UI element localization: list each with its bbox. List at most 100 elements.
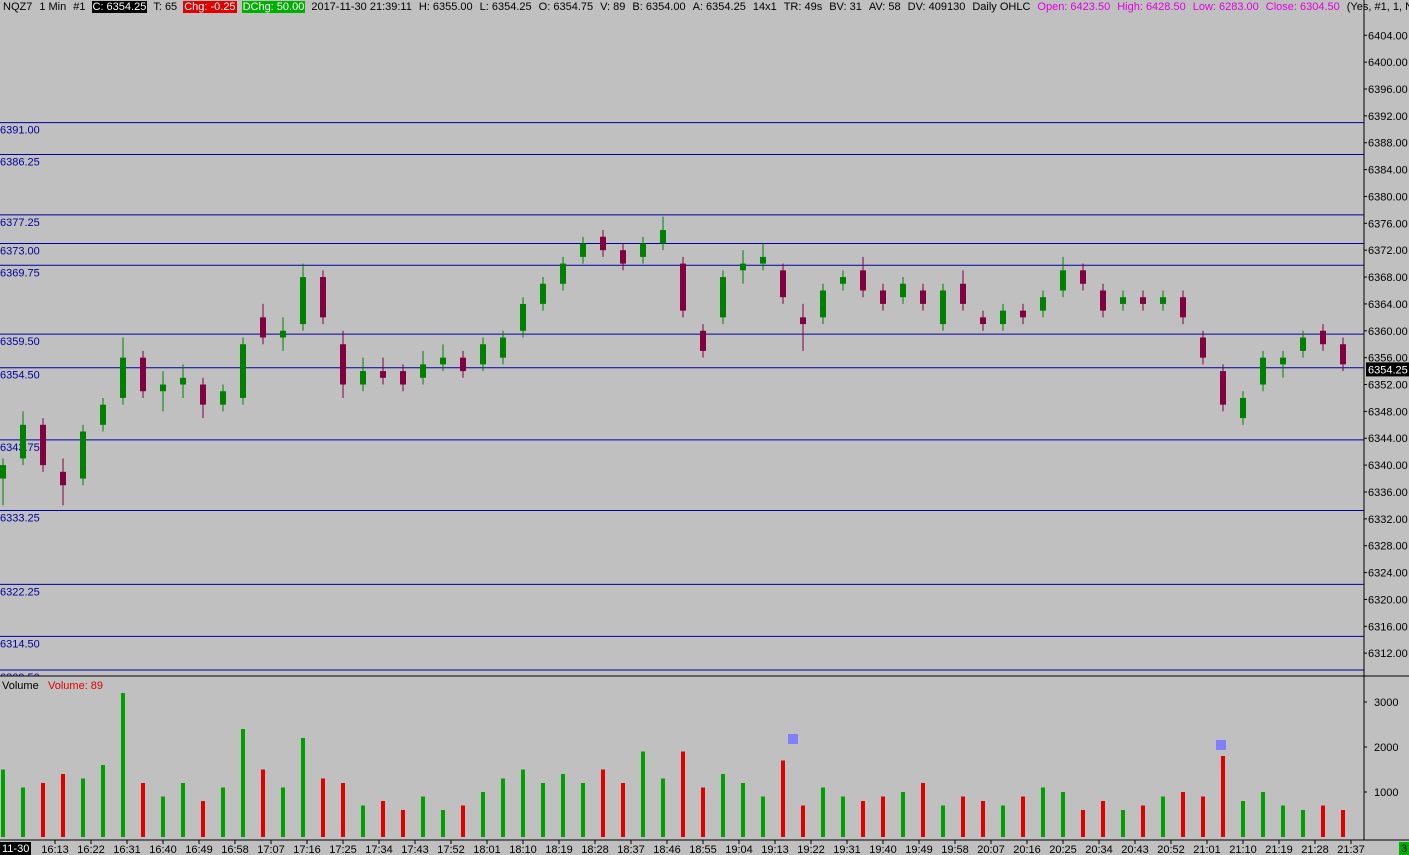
x-tick-label: 16:40: [149, 844, 177, 855]
candle-body: [540, 283, 546, 304]
volume-bar: [161, 796, 165, 837]
level-label: 6309.50: [0, 672, 40, 684]
volume-bar: [641, 751, 645, 837]
y-tick-label: 6312.00: [1368, 648, 1408, 660]
volume-bar: [901, 792, 905, 837]
volume-bar: [61, 774, 65, 837]
volume-bar: [1121, 810, 1125, 837]
volume-bar: [1161, 796, 1165, 837]
y-tick-label: 6372.00: [1368, 245, 1408, 257]
y-tick-label: 6392.00: [1368, 111, 1408, 123]
volume-bar: [241, 729, 245, 837]
candle-body: [1000, 310, 1006, 325]
y-tick-label: 6356.00: [1368, 353, 1408, 365]
field: 2017-11-30 21:39:11: [311, 1, 412, 13]
volume-bar: [1061, 792, 1065, 837]
candle-body: [660, 230, 666, 244]
level-label: 6343.75: [0, 442, 40, 454]
field: (Yes, #1, 1, N: [1346, 1, 1409, 13]
candle-body: [520, 303, 526, 331]
x-tick-label: 19:40: [869, 844, 897, 855]
x-tick-label: 21:10: [1229, 844, 1257, 855]
y-tick-label: 1000: [1374, 787, 1398, 799]
volume-bar: [881, 796, 885, 837]
candle-body: [880, 290, 886, 304]
status-label: 3: [1401, 843, 1407, 855]
volume-bar: [41, 783, 45, 837]
level-label: 6369.75: [0, 267, 40, 279]
candle-body: [220, 391, 226, 405]
candle-body: [400, 371, 406, 385]
candle-body: [160, 384, 166, 392]
y-tick-label: 6388.00: [1368, 138, 1408, 150]
y-tick-label: 6324.00: [1368, 568, 1408, 580]
x-tick-label: 19:31: [833, 844, 861, 855]
candle-body: [1240, 397, 1246, 419]
daily-field: Open: 6423.50: [1037, 1, 1111, 13]
volume-bar: [601, 769, 605, 837]
x-tick-label: 18:10: [509, 844, 537, 855]
change-field: Chg: -0.25: [183, 1, 237, 13]
x-tick-label: 20:07: [977, 844, 1005, 855]
volume-bar: [1041, 787, 1045, 837]
volume-bar: [181, 783, 185, 837]
volume-bar: [221, 787, 225, 837]
x-tick-label: 20:43: [1121, 844, 1149, 855]
x-tick-label: 19:22: [797, 844, 825, 855]
candle-body: [1080, 270, 1086, 284]
y-tick-label: 3000: [1374, 697, 1398, 709]
y-tick-label: 6404.00: [1368, 30, 1408, 42]
x-tick-label: 17:07: [257, 844, 285, 855]
field: H: 6355.00: [418, 1, 473, 13]
field: DV: 409130: [907, 1, 966, 13]
candle-body: [840, 277, 846, 284]
candle-body: [940, 290, 946, 325]
volume-bar: [961, 796, 965, 837]
candle-body: [1140, 297, 1146, 304]
volume-bar: [761, 796, 765, 837]
volume-bar: [541, 783, 545, 837]
y-tick-label: 6328.00: [1368, 541, 1408, 553]
y-tick-label: 6320.00: [1368, 594, 1408, 606]
volume-bar: [801, 805, 805, 837]
level-label: 6322.25: [0, 586, 40, 598]
status-box: [1399, 842, 1409, 855]
level-label: 6359.50: [0, 336, 40, 348]
candle-body: [20, 424, 26, 459]
volume-bar: [1021, 796, 1025, 837]
candle-body: [40, 424, 46, 466]
volume-bar: [381, 801, 385, 837]
field: AV: 58: [868, 1, 901, 13]
symbol: NQZ7: [3, 1, 33, 13]
volume-bar: [561, 774, 565, 837]
x-tick-label: 17:43: [401, 844, 429, 855]
volume-bar: [141, 783, 145, 837]
volume-bar: [1001, 805, 1005, 837]
daily-change-field: DChg: 50.00: [241, 1, 306, 13]
volume-bar: [981, 801, 985, 837]
candle-body: [560, 263, 566, 284]
candle-body: [1100, 290, 1106, 311]
volume-bar: [81, 778, 85, 837]
x-tick-label: 20:25: [1049, 844, 1077, 855]
candle-body: [700, 330, 706, 351]
candle-body: [480, 344, 486, 365]
volume-bar: [321, 778, 325, 837]
candle-body: [1040, 297, 1046, 311]
candle-body: [320, 277, 326, 318]
candle-body: [720, 277, 726, 318]
candle-body: [180, 377, 186, 385]
x-tick-label: 18:01: [473, 844, 501, 855]
candle-body: [980, 317, 986, 325]
x-tick-label: 17:16: [293, 844, 321, 855]
marker: [788, 734, 798, 744]
volume-bar: [741, 783, 745, 837]
candle-body: [780, 270, 786, 298]
candle-body: [300, 277, 306, 325]
volume-bar: [1341, 810, 1345, 837]
x-tick-label: 16:31: [113, 844, 141, 855]
candle-body: [800, 317, 806, 325]
x-tick-label: 16:49: [185, 844, 213, 855]
level-label: 6391.00: [0, 125, 40, 137]
